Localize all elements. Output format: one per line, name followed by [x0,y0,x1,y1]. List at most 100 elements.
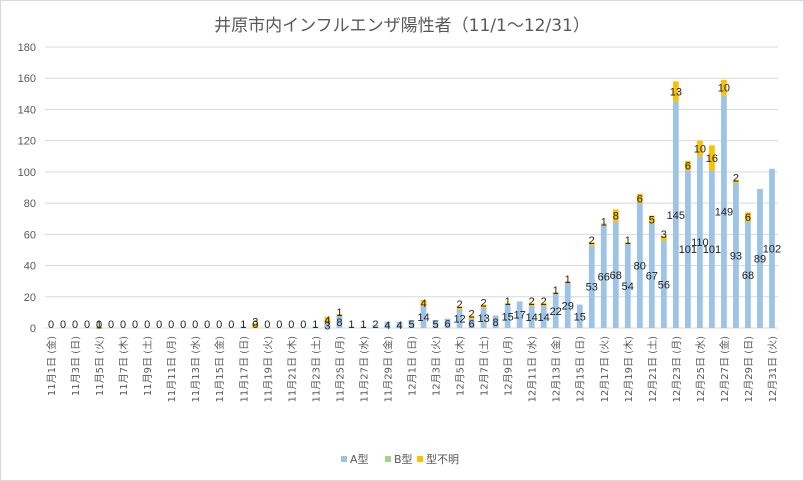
data-label-2-42: 1 [553,285,559,297]
x-tick-label: 12月1日 (日) [407,336,419,396]
x-tick-label: 12月29日 (日) [743,336,755,403]
data-label-0-42: 22 [550,306,562,318]
data-label-0-0: 0 [48,319,54,331]
bar-segment-2-48 [624,242,631,244]
data-label-0-25: 1 [348,319,354,331]
legend-swatch-1 [385,456,391,462]
y-tick-label: 20 [24,292,36,304]
bar-segment-0-46 [600,224,607,328]
data-label-2-4: 1 [96,319,102,331]
data-label-0-11: 0 [180,319,186,331]
data-label-0-23: 3 [324,321,330,333]
data-label-0-28: 4 [384,320,390,332]
bar-segment-2-42 [552,292,559,294]
x-tick-label: 12月31日 (火) [767,336,779,403]
x-tick-label: 12月11日 (水) [527,336,539,403]
bar-segment-2-49 [636,193,643,204]
data-label-0-19: 0 [276,319,282,331]
data-label-2-31: 4 [420,298,426,310]
bar-segment-2-53 [684,160,691,171]
bar-segment-2-45 [588,242,595,246]
bar-segment-0-53 [684,170,691,328]
bar-segment-0-56 [721,95,727,329]
data-label-0-40: 14 [526,312,538,324]
y-tick-label: 40 [24,261,36,273]
x-tick-label: 12月23日 (月) [671,336,683,403]
bar-segment-0-31 [420,306,427,328]
bar-segment-0-32 [432,320,439,328]
bar-segment-0-23 [324,323,331,328]
bar-segment-2-40 [528,303,535,307]
bar-segment-0-49 [636,203,643,328]
x-tick-label: 12月9日 (月) [503,336,515,396]
bar-segment-0-34 [456,309,463,328]
y-tick-label: 160 [18,73,36,85]
bar-segment-0-57 [733,182,739,328]
data-label-0-6: 0 [120,319,126,331]
y-tick-label: 60 [24,229,36,241]
x-tick-label: 11月7日 (木) [118,336,130,396]
bar-segment-0-24 [336,315,343,328]
bar-segment-0-48 [624,243,631,328]
data-label-2-58: 6 [745,212,751,224]
bar-segment-2-46 [600,223,607,225]
data-label-2-51: 3 [661,229,667,241]
data-label-0-16: 1 [240,319,246,331]
bar-segment-0-29 [396,321,403,328]
bar-segment-0-50 [648,223,655,328]
data-label-0-20: 0 [288,319,294,331]
bar-segment-2-47 [612,209,619,222]
gridlines [45,46,778,329]
data-label-2-34: 2 [457,299,463,311]
legend-label-1: B型 [394,452,413,466]
data-label-2-41: 2 [541,296,547,308]
bar-segment-0-38 [504,304,511,328]
bar-segment-0-51 [660,240,667,328]
bar-segment-0-55 [709,170,715,328]
data-label-2-56: 10 [718,83,730,95]
data-label-2-53: 6 [685,161,691,173]
bar-segment-0-25 [348,326,355,328]
x-tick-label: 12月7日 (土) [478,336,491,396]
x-tick-label: 11月1日 (金) [45,336,58,396]
data-label-0-60: 102 [763,243,781,255]
data-label-0-53: 101 [679,244,697,256]
bar-segment-0-36 [480,307,487,328]
bar-segment-2-17 [252,323,259,328]
x-tick-label: 11月25日 (月) [334,336,346,403]
x-tick-label: 11月17日 (日) [238,336,250,403]
x-tick-label: 12月13日 (金) [550,336,563,403]
data-label-0-59: 89 [754,254,766,266]
data-label-0-21: 0 [300,319,306,331]
bar-segment-0-52 [672,101,679,328]
y-tick-label: 80 [24,198,36,210]
bar-segment-2-43 [564,281,571,283]
bar-segment-0-37 [492,315,499,328]
bar-segment-2-56 [721,79,727,96]
data-label-0-45: 53 [586,282,598,294]
data-label-2-54: 10 [694,143,706,155]
x-tick-label: 12月5日 (木) [455,336,467,396]
data-label-0-33: 6 [444,318,450,330]
data-label-0-49: 80 [634,261,646,273]
y-tick-label: 100 [18,167,36,179]
x-axis-ticks: 11月1日 (金) 11月3日 (日) 11月5日 (火) 11月7日 (木) 11月9… [45,336,779,403]
x-tick-label: 12月19日 (木) [623,336,635,403]
x-tick-label: 12月3日 (火) [431,336,443,396]
data-label-0-32: 5 [432,319,438,331]
data-label-0-3: 0 [84,319,90,331]
data-label-0-54: 110 [691,237,709,249]
bar-segment-2-4 [96,326,102,328]
y-axis-ticks: 0 20 40 60 80 100 120 140 160 180 [18,42,36,335]
bar-segment-0-43 [564,282,571,328]
bar-segment-0-35 [468,318,475,328]
data-label-2-55: 16 [706,153,718,165]
bar-segment-2-38 [504,303,511,305]
data-label-0-17: 0 [252,319,258,331]
x-tick-label: 12月27日 (金) [718,336,731,403]
data-label-0-31: 14 [417,312,429,324]
y-tick-label: 0 [30,323,36,335]
bar-segment-2-24 [336,313,343,316]
bar-segment-0-60 [769,168,775,328]
data-label-0-12: 0 [192,319,198,331]
